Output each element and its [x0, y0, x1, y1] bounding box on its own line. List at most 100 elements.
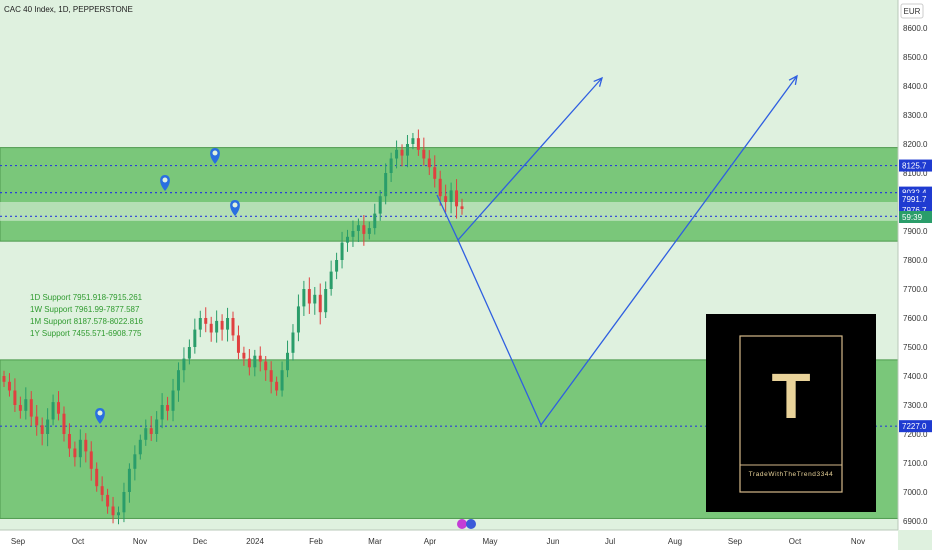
candle-body-31 — [171, 390, 175, 411]
x-tick-2: Nov — [133, 537, 147, 546]
pin-marker-dot-1 — [212, 150, 218, 156]
candle-body-68 — [373, 213, 377, 229]
candle-body-13 — [73, 448, 77, 458]
pin-marker-dot-3 — [232, 202, 238, 208]
level-tag-bg-1 — [899, 159, 932, 172]
candle-body-40 — [220, 320, 224, 330]
candle-body-33 — [182, 358, 186, 371]
x-tick-labels: Sep Oct Nov Dec 2024 Feb Mar Apr May Jun Jul Aug Sep… — [11, 537, 865, 546]
arrowhead-1 — [593, 76, 603, 87]
candle-body-14 — [78, 439, 82, 458]
candle-body-78 — [427, 158, 431, 168]
candle-body-35 — [193, 329, 197, 347]
candle-body-72 — [395, 149, 399, 159]
candle-body-0 — [2, 376, 6, 382]
y-tick-7300: 7300.0 — [903, 401, 928, 410]
candle-body-19 — [106, 494, 110, 507]
candle-body-38 — [209, 323, 213, 333]
time-axis[interactable] — [0, 530, 898, 550]
candle-body-60 — [329, 271, 333, 289]
x-tick-13: Oct — [789, 537, 802, 546]
candle-body-62 — [340, 242, 344, 260]
candle-body-65 — [356, 225, 360, 231]
projection-path-2 — [457, 75, 798, 427]
pin-marker-icon-2 — [160, 175, 170, 191]
candle-body-12 — [67, 434, 71, 449]
candle-body-5 — [29, 399, 33, 417]
candle-body-82 — [449, 190, 453, 202]
candle-body-73 — [400, 149, 404, 156]
price-tag-2: 7976.7 — [902, 206, 927, 215]
candle-body-39 — [215, 320, 219, 333]
candle-body-51 — [280, 370, 284, 391]
y-tick-8600: 8600.0 — [903, 24, 928, 33]
y-tick-7800: 7800.0 — [903, 256, 928, 265]
x-tick-9: Jun — [547, 537, 560, 546]
candle-body-16 — [89, 451, 93, 469]
logo-letter: T — [771, 360, 810, 432]
candle-body-15 — [84, 439, 88, 452]
price-tag-3: 59:39 — [902, 213, 923, 222]
candle-body-57 — [313, 294, 317, 304]
x-tick-12: Sep — [728, 537, 743, 546]
candle-body-29 — [160, 405, 164, 420]
pin-markers — [95, 148, 240, 424]
candle-body-25 — [138, 439, 142, 455]
candle-body-36 — [198, 318, 202, 330]
currency-label: EUR — [904, 7, 921, 16]
event-icons[interactable] — [457, 519, 476, 529]
candle-body-32 — [176, 370, 180, 391]
candle-body-22 — [122, 492, 126, 513]
candle-body-2 — [13, 390, 17, 405]
candle-body-34 — [187, 347, 191, 359]
candle-body-9 — [51, 402, 55, 420]
candle-body-49 — [269, 370, 273, 382]
level-tag-bg-4 — [899, 420, 932, 433]
candle-body-47 — [258, 355, 262, 362]
candle-body-44 — [242, 352, 246, 359]
candle-body-54 — [296, 306, 300, 333]
price-tag-1: 7991.7 — [902, 195, 927, 204]
candle-body-80 — [438, 178, 442, 197]
x-tick-8: May — [482, 537, 497, 546]
candle-body-28 — [155, 419, 159, 434]
candle-body-7 — [40, 425, 44, 434]
currency-button[interactable] — [900, 3, 924, 19]
candle-body-52 — [286, 352, 290, 371]
candle-body-45 — [247, 358, 251, 368]
candle-body-63 — [346, 236, 349, 243]
x-tick-0: Sep — [11, 537, 26, 546]
candle-body-67 — [367, 228, 371, 234]
y-tick-7100: 7100.0 — [903, 459, 928, 468]
price-tag-bg-1 — [899, 193, 932, 205]
candle-body-23 — [127, 468, 131, 492]
arrowhead-2 — [788, 74, 798, 85]
earnings-event-icon[interactable] — [466, 519, 476, 529]
candle-body-70 — [384, 173, 388, 197]
zone-inner-band — [0, 202, 898, 221]
candle-body-74 — [405, 144, 409, 156]
level-tag-1: 8125.7 — [902, 162, 927, 171]
price-axis[interactable] — [898, 0, 932, 530]
x-tick-10: Jul — [605, 537, 615, 546]
x-tick-4: 2024 — [246, 537, 264, 546]
candle-body-11 — [62, 413, 66, 434]
note-1w: 1W Support 7961.99-7877.587 — [30, 305, 140, 314]
candle-body-50 — [275, 381, 279, 391]
y-tick-8100: 8100.0 — [903, 169, 928, 178]
y-tick-8500: 8500.0 — [903, 53, 928, 62]
candle-body-46 — [253, 355, 257, 368]
candle-body-64 — [351, 231, 355, 237]
y-tick-7500: 7500.0 — [903, 343, 928, 352]
y-tick-6900: 6900.0 — [903, 517, 928, 526]
candle-body-59 — [324, 289, 328, 313]
y-tick-7200: 7200.0 — [903, 430, 928, 439]
note-1d: 1D Support 7951.918-7915.261 — [30, 293, 143, 302]
flash-event-icon[interactable] — [457, 519, 467, 529]
candle-body-43 — [236, 335, 240, 353]
x-tick-11: Aug — [668, 537, 682, 546]
y-tick-8300: 8300.0 — [903, 111, 928, 120]
y-tick-7400: 7400.0 — [903, 372, 928, 381]
projection-arrows — [436, 74, 798, 427]
